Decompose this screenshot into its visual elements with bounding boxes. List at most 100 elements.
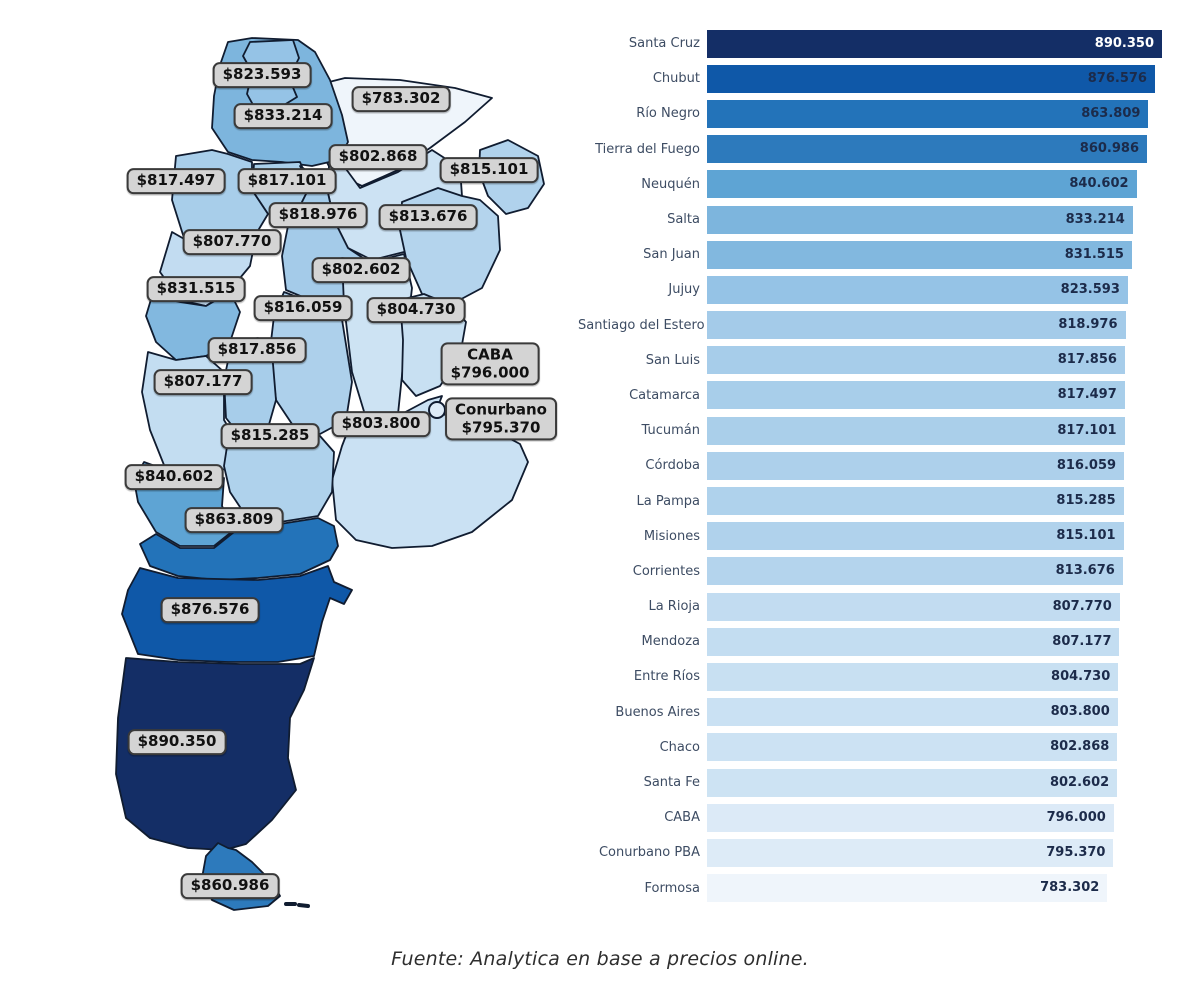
bar-category-label: Santa Cruz	[628, 36, 700, 52]
map-label-sanluis: $817.856	[207, 337, 307, 363]
bar-value-label: 876.576	[1087, 70, 1147, 86]
bar-fill	[707, 874, 1108, 903]
bar-track: 804.730	[707, 662, 1162, 691]
bar-row: Chaco 802.868	[578, 730, 1178, 765]
map-label-tucuman: $817.101	[237, 168, 337, 194]
bar-category-label: Tucumán	[641, 423, 700, 439]
bar-row: La Rioja 807.770	[578, 589, 1178, 624]
bar-category-label: CABA	[664, 810, 700, 826]
bar-track: 807.770	[707, 592, 1162, 621]
bar-track: 818.976	[707, 311, 1162, 340]
bar-track: 815.285	[707, 487, 1162, 516]
bar-fill	[707, 311, 1126, 340]
bar-category-label: Córdoba	[645, 458, 700, 474]
bar-fill	[707, 522, 1124, 551]
bar-category-label: Chubut	[652, 71, 700, 87]
map-label-salta: $833.214	[233, 103, 333, 129]
bar-category-label: Neuquén	[641, 176, 700, 192]
bar-row: Jujuy 823.593	[578, 272, 1178, 307]
bar-category-label: Jujuy	[668, 282, 700, 298]
bar-value-label: 802.602	[1049, 774, 1110, 790]
argentina-map-svg	[115, 37, 545, 911]
bar-value-label: 817.101	[1057, 422, 1117, 438]
map-label-corrientes: $813.676	[378, 204, 478, 230]
bar-category-label: Misiones	[643, 528, 700, 544]
bar-fill	[707, 381, 1125, 410]
map-label-jujuy: $823.593	[212, 62, 312, 88]
map-label-cordoba: $816.059	[253, 295, 353, 321]
conurbano-callout-circle	[428, 401, 446, 419]
bar-track: 802.868	[707, 733, 1162, 762]
bar-track: 860.986	[707, 135, 1162, 164]
bar-fill	[707, 135, 1147, 164]
bar-track: 817.856	[707, 346, 1162, 375]
bar-track: 823.593	[707, 275, 1162, 304]
map-label-lapampa: $815.285	[220, 423, 320, 449]
bar-track: 833.214	[707, 205, 1162, 234]
bar-track: 890.350	[707, 29, 1162, 58]
bar-row: Tucumán 817.101	[578, 413, 1178, 448]
map-label-sanjuan: $831.515	[146, 276, 246, 302]
map-label-buenosaires: $803.800	[331, 411, 431, 437]
bar-row: San Juan 831.515	[578, 237, 1178, 272]
bar-value-label: 795.370	[1046, 844, 1106, 860]
bar-value-label: 802.868	[1050, 739, 1110, 755]
bar-value-label: 803.800	[1050, 704, 1110, 720]
bar-value-label: 807.770	[1052, 598, 1112, 614]
map-label-santiago: $818.976	[268, 202, 368, 228]
bar-track: 783.302	[707, 874, 1162, 903]
bar-category-label: San Luis	[645, 352, 700, 368]
map-label-neuquen: $840.602	[124, 464, 224, 490]
bar-row: Santa Cruz 890.350	[578, 26, 1178, 61]
map-label-formosa: $783.302	[351, 86, 451, 112]
bar-fill	[707, 346, 1125, 375]
source-note: Fuente: Analytica en base a precios onli…	[391, 948, 809, 970]
bar-category-label: Santiago del Estero	[578, 317, 705, 333]
bar-value-label: 807.177	[1052, 633, 1112, 649]
bar-value-label: 823.593	[1060, 281, 1120, 297]
bar-category-label: Corrientes	[632, 563, 700, 579]
bar-category-label: La Pampa	[636, 493, 700, 509]
bar-value-label: 804.730	[1051, 668, 1111, 684]
bar-fill	[707, 698, 1118, 727]
bar-category-label: Mendoza	[641, 634, 700, 650]
bar-category-label: Chaco	[659, 739, 700, 755]
bar-value-label: 863.809	[1081, 105, 1141, 121]
map-label-rionegro: $863.809	[184, 507, 284, 533]
bar-value-label: 831.515	[1064, 246, 1124, 262]
bar-row: Buenos Aires 803.800	[578, 695, 1178, 730]
map-label-mendoza: $807.177	[153, 369, 253, 395]
bar-row: Conurbano PBA 795.370	[578, 835, 1178, 870]
bar-fill	[707, 240, 1132, 269]
bar-fill	[707, 592, 1120, 621]
bar-track: 795.370	[707, 838, 1162, 867]
map-label-santacruz: $890.350	[127, 729, 227, 755]
bar-track: 876.576	[707, 64, 1162, 93]
map-label-catamarca: $817.497	[126, 168, 226, 194]
bar-track: 802.602	[707, 768, 1162, 797]
bar-fill	[707, 627, 1120, 656]
bar-fill	[707, 29, 1162, 58]
bar-fill	[707, 662, 1119, 691]
map-label-entrerios: $804.730	[366, 297, 466, 323]
bar-value-label: 815.285	[1056, 493, 1116, 509]
bar-fill	[707, 803, 1114, 832]
bar-value-label: 840.602	[1069, 176, 1129, 192]
bar-value-label: 815.101	[1056, 528, 1116, 544]
bar-category-label: Tierra del Fuego	[595, 141, 700, 157]
bar-category-label: San Juan	[643, 247, 700, 263]
bar-value-label: 816.059	[1056, 457, 1117, 473]
bar-row: Río Negro 863.809	[578, 96, 1178, 131]
bar-category-label: Buenos Aires	[615, 704, 700, 720]
bar-row: Formosa 783.302	[578, 871, 1178, 906]
bar-track: 863.809	[707, 99, 1162, 128]
bar-row: San Luis 817.856	[578, 343, 1178, 378]
bar-track: 816.059	[707, 451, 1162, 480]
bar-fill	[707, 768, 1118, 797]
bar-row: Catamarca 817.497	[578, 378, 1178, 413]
bar-category-label: Entre Ríos	[633, 669, 700, 685]
bar-category-label: Salta	[667, 212, 700, 228]
bar-fill	[707, 64, 1155, 93]
bar-category-label: La Rioja	[648, 599, 700, 615]
